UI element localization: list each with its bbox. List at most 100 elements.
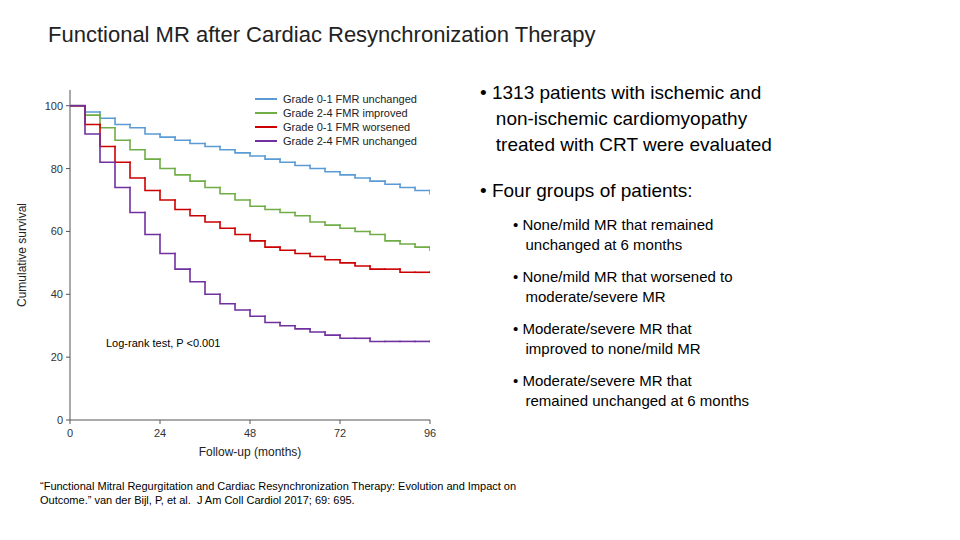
step-segment — [130, 162, 145, 178]
step-segment — [235, 228, 250, 234]
step-segment — [370, 338, 385, 341]
step-segment — [130, 140, 145, 149]
step-segment — [145, 150, 160, 159]
step-segment — [429, 247, 430, 250]
step-segment — [250, 200, 265, 206]
step-segment — [310, 253, 325, 256]
y-tick — [66, 420, 70, 421]
step-segment — [355, 263, 370, 266]
bullet-line: treated with CRT were evaluated — [480, 134, 772, 155]
footnote-line: Outcome.” van der Bijl, P, et al. J Am C… — [40, 494, 355, 506]
step-segment — [385, 181, 400, 184]
step-segment — [325, 222, 340, 225]
step-segment — [160, 235, 175, 254]
series — [70, 106, 430, 194]
step-segment — [325, 257, 340, 260]
x-tick-label: 24 — [154, 427, 166, 439]
step-segment — [145, 128, 160, 134]
x-tick — [70, 420, 71, 424]
y-tick — [66, 357, 70, 358]
bullet: • 1313 patients with ischemic and non-is… — [480, 82, 772, 155]
bullet-line: non-ischemic cardiomyopathy — [480, 108, 748, 129]
sub-bullet-line: unchanged at 6 months — [513, 236, 682, 253]
step-segment — [265, 241, 280, 247]
series — [70, 106, 430, 342]
bullet: • Four groups of patients: — [480, 180, 693, 201]
step-segment — [400, 184, 415, 187]
step-segment — [355, 337, 370, 339]
legend-entry: Grade 2-4 FMR unchanged — [283, 135, 417, 147]
step-segment — [415, 271, 430, 273]
x-tick-label: 0 — [67, 427, 73, 439]
step-segment — [250, 153, 265, 156]
step-segment — [220, 187, 235, 193]
annotation: Log-rank test, P <0.001 — [106, 337, 220, 349]
step-segment — [115, 118, 130, 124]
x-tick — [250, 420, 251, 424]
sub-bullet: • None/mild MR that remained unchanged a… — [513, 216, 713, 253]
sub-bullet-line: • None/mild MR that worsened to — [513, 268, 733, 285]
x-tick-label: 48 — [244, 427, 256, 439]
step-segment — [280, 209, 295, 212]
step-segment — [280, 323, 295, 326]
step-segment — [370, 178, 385, 181]
bullet-line: • 1313 patients with ischemic and — [480, 82, 761, 103]
step-segment — [250, 310, 265, 316]
annotation-line: Log-rank test, P <0.001 — [106, 337, 220, 349]
series — [70, 106, 430, 251]
step-segment — [85, 106, 100, 125]
step-segment — [160, 134, 175, 137]
axes: 024487296020406080100 — [45, 90, 436, 439]
step-segment — [295, 326, 310, 329]
step-segment — [385, 235, 400, 241]
x-tick — [160, 420, 161, 424]
step-segment — [265, 316, 280, 322]
legend-entry: Grade 0-1 FMR worsened — [283, 121, 410, 133]
step-segment — [295, 162, 310, 165]
step-segment — [220, 294, 235, 303]
step-segment — [325, 332, 340, 335]
step-segment — [280, 247, 295, 250]
step-segment — [70, 105, 85, 107]
step-segment — [115, 128, 130, 141]
y-tick — [66, 105, 70, 106]
step-segment — [220, 222, 235, 228]
step-segment — [310, 165, 325, 168]
step-segment — [235, 304, 250, 310]
y-tick-label: 60 — [51, 225, 63, 237]
step-segment — [100, 115, 115, 128]
x-tick-label: 72 — [334, 427, 346, 439]
step-segment — [265, 156, 280, 159]
y-tick — [66, 231, 70, 232]
page: {"chart_data": { "type": "step", "title"… — [0, 0, 960, 540]
step-segment — [340, 260, 355, 263]
step-segment — [310, 216, 325, 222]
y-tick — [66, 168, 70, 169]
step-segment — [235, 194, 250, 200]
y-tick-label: 80 — [51, 163, 63, 175]
step-segment — [400, 241, 415, 244]
step-segment — [265, 206, 280, 209]
step-segment — [130, 125, 145, 128]
step-segment — [175, 169, 190, 175]
step-segment — [429, 191, 430, 194]
y-tick-label: 40 — [51, 288, 63, 300]
step-segment — [355, 175, 370, 178]
sub-bullet: • None/mild MR that worsened to moderate… — [513, 268, 733, 305]
step-segment — [400, 341, 415, 343]
step-segment — [115, 147, 130, 163]
step-segment — [85, 106, 100, 112]
x-tick — [340, 420, 341, 424]
step-segment — [220, 147, 235, 150]
step-segment — [100, 134, 115, 162]
sub-bullet: • Moderate/severe MR that improved to no… — [513, 320, 701, 357]
step-segment — [400, 269, 415, 272]
step-segment — [175, 253, 190, 269]
y-axis-line — [70, 90, 71, 420]
step-segment — [370, 266, 385, 269]
step-segment — [70, 105, 85, 107]
step-segment — [340, 172, 355, 175]
plot-data — [70, 106, 430, 342]
footnote: “Functional Mitral Regurgitation and Car… — [40, 480, 516, 506]
step-segment — [160, 191, 175, 200]
